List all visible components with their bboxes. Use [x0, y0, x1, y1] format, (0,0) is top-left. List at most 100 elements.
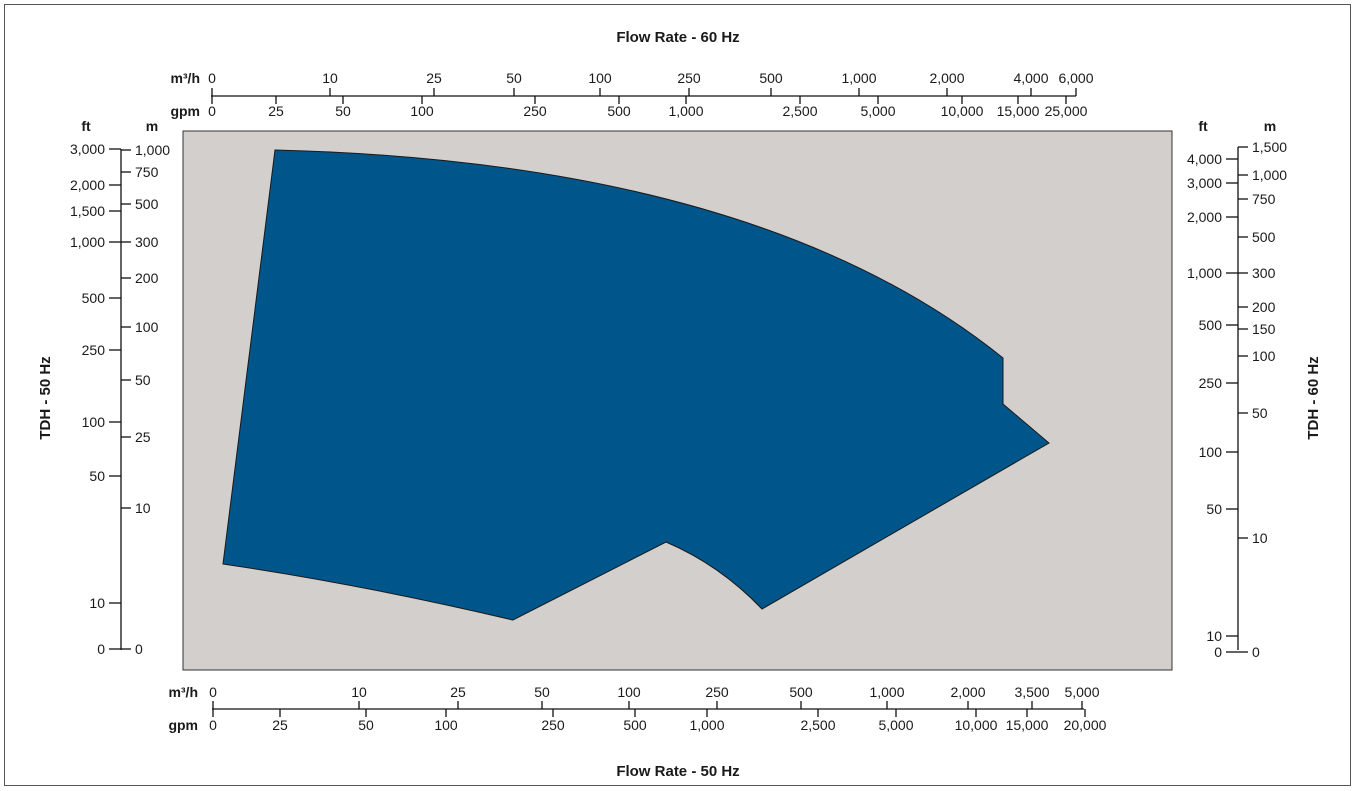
right-m-tick-label: 750 [1252, 191, 1276, 207]
bottom-m3h-tick-label: 0 [209, 684, 217, 700]
bottom-m3h-tick-label: 500 [789, 684, 813, 700]
left-ft-tick-label: 50 [89, 468, 105, 484]
left-ft-tick-label: 500 [82, 290, 106, 306]
top-gpm-ticks: 0 25 50 100 250 500 1,000 2,500 5,000 10,000 15,00… [208, 96, 1088, 119]
top-m3h-tick-label: 1,000 [841, 70, 876, 86]
left-m-tick-label: 500 [135, 196, 159, 212]
left-ft-tick-label: 10 [89, 595, 105, 611]
right-axis-title: TDH - 60 Hz [1305, 356, 1322, 439]
left-ft-tick-label: 1,000 [70, 234, 105, 250]
right-m-tick-label: 1,500 [1252, 139, 1287, 155]
bottom-m3h-tick-label: 25 [450, 684, 466, 700]
left-m-tick-label: 750 [135, 164, 159, 180]
left-ft-unit: ft [81, 118, 91, 134]
top-m3h-tick-label: 6,000 [1058, 70, 1093, 86]
top-m3h-tick-label: 0 [208, 70, 216, 86]
right-m-tick-label: 100 [1252, 348, 1276, 364]
bottom-m3h-unit: m³/h [168, 684, 198, 700]
top-gpm-tick-label: 1,000 [668, 103, 703, 119]
bottom-gpm-tick-label: 15,000 [1006, 717, 1049, 733]
top-gpm-unit: gpm [170, 103, 200, 119]
bottom-gpm-tick-label: 10,000 [955, 717, 998, 733]
top-m3h-ticks: 0 10 25 50 100 250 500 1,000 2,000 4,000 6,000 [208, 70, 1094, 96]
left-ft-tick-label: 100 [82, 414, 106, 430]
right-ft-tick-label: 500 [1199, 317, 1223, 333]
top-gpm-tick-label: 0 [208, 103, 216, 119]
top-m3h-tick-label: 250 [677, 70, 701, 86]
right-m-tick-label: 150 [1252, 321, 1276, 337]
bottom-gpm-tick-label: 5,000 [878, 717, 913, 733]
top-m3h-unit: m³/h [170, 70, 200, 86]
top-m3h-tick-label: 10 [322, 70, 338, 86]
top-gpm-tick-label: 25 [268, 103, 284, 119]
bottom-gpm-unit: gpm [168, 717, 198, 733]
bottom-m3h-tick-label: 2,000 [950, 684, 985, 700]
right-ft-tick-label: 1,000 [1187, 265, 1222, 281]
bottom-gpm-tick-label: 20,000 [1064, 717, 1107, 733]
top-gpm-tick-label: 50 [335, 103, 351, 119]
bottom-gpm-tick-label: 25 [272, 717, 288, 733]
right-ft-tick-label: 2,000 [1187, 209, 1222, 225]
right-ft-tick-label: 3,000 [1187, 175, 1222, 191]
bottom-gpm-tick-label: 0 [209, 717, 217, 733]
right-m-tick-label: 200 [1252, 299, 1276, 315]
left-m-tick-label: 50 [135, 372, 151, 388]
left-m-tick-label: 25 [135, 429, 151, 445]
top-m3h-tick-label: 25 [426, 70, 442, 86]
right-ft-ticks: 4,000 3,000 2,000 1,000 500 250 100 50 100 [1187, 151, 1238, 660]
bottom-m3h-tick-label: 100 [617, 684, 641, 700]
bottom-gpm-tick-label: 100 [434, 717, 458, 733]
top-gpm-tick-label: 500 [607, 103, 631, 119]
right-ft-tick-label: 10 [1206, 628, 1222, 644]
top-gpm-tick-label: 15,000 [997, 103, 1040, 119]
right-ft-tick-label: 0 [1214, 644, 1222, 660]
left-m-unit: m [146, 118, 158, 134]
top-axis-title: Flow Rate - 60 Hz [616, 29, 739, 46]
left-m-tick-label: 300 [135, 234, 159, 250]
right-ft-tick-label: 100 [1199, 444, 1223, 460]
left-ft-tick-label: 2,000 [70, 177, 105, 193]
top-gpm-tick-label: 5,000 [860, 103, 895, 119]
top-m3h-tick-label: 500 [759, 70, 783, 86]
top-m3h-tick-label: 50 [506, 70, 522, 86]
top-m3h-tick-label: 100 [588, 70, 612, 86]
bottom-axis-title: Flow Rate - 50 Hz [616, 763, 739, 780]
right-ft-tick-label: 250 [1199, 375, 1223, 391]
right-m-tick-label: 50 [1252, 405, 1268, 421]
bottom-gpm-tick-label: 250 [541, 717, 565, 733]
right-m-tick-label: 10 [1252, 530, 1268, 546]
top-gpm-tick-label: 2,500 [782, 103, 817, 119]
left-ft-tick-label: 250 [82, 342, 106, 358]
right-m-tick-label: 0 [1252, 644, 1260, 660]
top-gpm-tick-label: 100 [410, 103, 434, 119]
left-ft-tick-label: 3,000 [70, 141, 105, 157]
top-gpm-tick-label: 250 [523, 103, 547, 119]
right-ft-tick-label: 4,000 [1187, 151, 1222, 167]
left-m-tick-label: 1,000 [135, 142, 170, 158]
bottom-m3h-tick-label: 5,000 [1064, 684, 1099, 700]
bottom-m3h-ticks: 0 10 25 50 100 250 500 1,000 2,000 3,500 5,000 [209, 684, 1100, 709]
left-m-tick-label: 200 [135, 270, 159, 286]
bottom-gpm-tick-label: 1,000 [689, 717, 724, 733]
bottom-m3h-tick-label: 250 [705, 684, 729, 700]
bottom-m3h-tick-label: 1,000 [869, 684, 904, 700]
left-m-tick-label: 10 [135, 500, 151, 516]
right-m-tick-label: 500 [1252, 229, 1276, 245]
bottom-gpm-ticks: 0 25 50 100 250 500 1,000 2,500 5,000 10,000 15,00… [209, 709, 1107, 733]
right-ft-unit: ft [1198, 118, 1208, 134]
top-gpm-tick-label: 25,000 [1045, 103, 1088, 119]
bottom-m3h-tick-label: 3,500 [1014, 684, 1049, 700]
left-m-tick-label: 100 [135, 319, 159, 335]
left-ft-tick-label: 0 [97, 641, 105, 657]
right-ft-tick-label: 50 [1206, 501, 1222, 517]
left-axis-title: TDH - 50 Hz [37, 356, 54, 439]
right-m-tick-label: 300 [1252, 265, 1276, 281]
bottom-gpm-tick-label: 2,500 [800, 717, 835, 733]
right-m-tick-label: 1,000 [1252, 167, 1287, 183]
bottom-gpm-tick-label: 50 [358, 717, 374, 733]
bottom-m3h-tick-label: 10 [351, 684, 367, 700]
